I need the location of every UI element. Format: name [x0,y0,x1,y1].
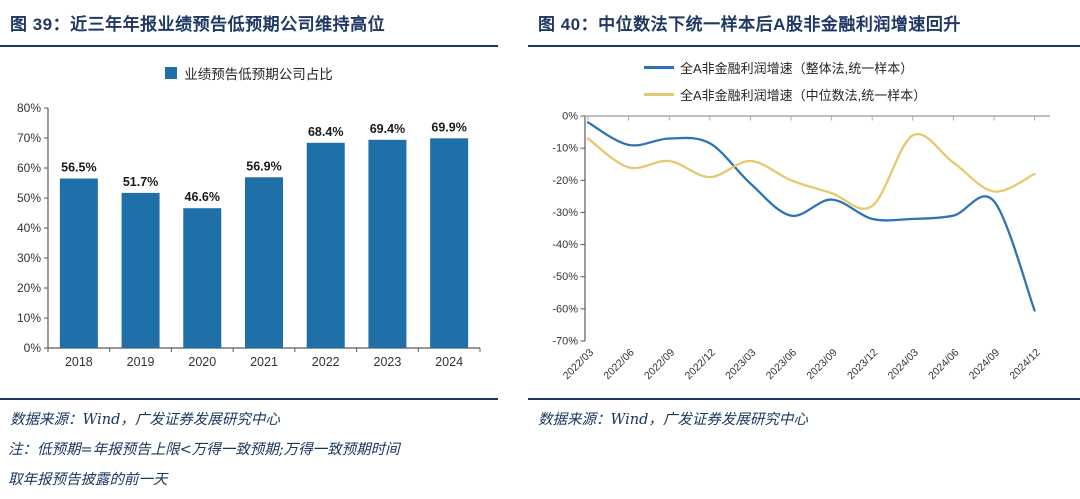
y-axis-tick-label: 50% [17,191,41,205]
x-axis-category-label: 2023/12 [845,347,880,382]
series-line-overall-method [586,121,1036,312]
x-axis-category-label: 2022/06 [601,347,636,382]
x-axis-category-label: 2021 [250,355,278,369]
y-axis-tick-label: -60% [552,303,578,315]
y-axis-tick-label: -50% [552,271,578,283]
x-axis-category-label: 2024/09 [967,347,1002,382]
bar-value-label: 56.5% [61,161,96,175]
figure-40: 图 40：中位数法下统一样本后A股非金融利润增速回升 全A非金融利润增速（整体法… [528,0,1080,499]
x-axis-category-label: 2018 [65,355,93,369]
y-axis-tick-label: -20% [552,175,578,187]
bar-value-label: 69.9% [431,120,466,134]
x-axis-category-label: 2022/09 [642,347,677,382]
y-axis-tick-label: 60% [17,161,41,175]
x-axis-category-label: 2022 [312,355,340,369]
bar-2022 [306,142,345,348]
x-axis-category-label: 2023/09 [804,347,839,382]
bar-2019 [121,192,160,348]
figure-40-source-divider [528,398,1080,400]
figure-39-legend: 业绩预告低预期公司占比 [0,63,498,83]
figure-40-legend: 全A非金融利润增速（整体法,统一样本） 全A非金融利润增速（中位数法,统一样本） [644,58,926,104]
bar-2020 [183,208,222,348]
y-axis-tick-label: -10% [552,143,578,155]
bar-value-label: 51.7% [123,175,158,189]
series-line-median-method [586,132,1036,210]
x-axis-category-label: 2024/03 [886,347,921,382]
yellow-line-legend-swatch [644,93,674,96]
x-axis-category-label: 2020 [188,355,216,369]
y-axis-tick-label: 10% [17,311,41,325]
figure-39-note-line-2: 取年报预告披露的前一天 [8,472,168,488]
bar-2024 [430,138,469,348]
blue-line-legend-swatch [644,66,674,69]
figure-40-title: 图 40：中位数法下统一样本后A股非金融利润增速回升 [528,8,1080,47]
figure-39-source-divider [0,398,498,400]
bar-2018 [59,178,98,348]
yellow-line-legend-label: 全A非金融利润增速（中位数法,统一样本） [680,88,927,103]
x-axis-category-label: 2023/06 [764,347,799,382]
y-axis-tick-label: 20% [17,281,41,295]
bar-value-label: 68.4% [308,125,343,139]
line-chart: 0%-10%-20%-30%-40%-50%-60%-70%2022/03 202… [552,111,1050,382]
bar-value-label: 56.9% [246,159,281,173]
x-axis-category-label: 2024 [435,355,463,369]
blue-line-legend-label: 全A非金融利润增速（整体法,统一样本） [680,61,914,76]
legend-row-median-method: 全A非金融利润增速（中位数法,统一样本） [644,85,926,104]
y-axis-tick-label: -30% [552,207,578,219]
legend-row-overall-method: 全A非金融利润增速（整体法,统一样本） [644,58,926,77]
figure-39-title: 图 39：近三年年报业绩预告低预期公司维持高位 [0,8,498,47]
y-axis-tick-label: -70% [552,336,578,348]
x-axis-category-label: 2022/12 [683,347,718,382]
y-axis-tick-label: 40% [17,221,41,235]
y-axis-tick-label: 70% [17,131,41,145]
y-axis-tick-label: 0% [24,341,42,355]
x-axis-category-label: 2023 [374,355,402,369]
bar-chart: 0% 10% 20% 30% 40% 50% 60% 70% 80% 56.5% 2018 51.7%… [17,101,481,369]
figure-39-note-line-1: 注：低预期=年报预告上限<万得一致预期;万得一致预期时间 [8,442,400,458]
bar-value-label: 46.6% [185,190,220,204]
x-axis-category-label: 2022/03 [561,347,596,382]
y-axis-tick-label: -40% [552,239,578,251]
bar-legend-swatch [165,67,178,79]
x-axis-category-label: 2019 [127,355,155,369]
x-axis-category-label: 2024/12 [1007,347,1042,382]
bar-legend-label: 业绩预告低预期公司占比 [184,67,333,82]
x-axis-category-label: 2024/06 [926,347,961,382]
y-axis-tick-label: 0% [562,111,578,123]
bar-2023 [368,139,407,348]
y-axis-tick-label: 30% [17,251,41,265]
x-axis-category-label: 2023/03 [723,347,758,382]
bar-value-label: 69.4% [370,122,405,136]
figure-40-source-text: 数据来源：Wind，广发证券发展研究中心 [538,412,808,428]
y-axis-tick-label: 80% [17,101,41,115]
figure-39-source-text: 数据来源：Wind，广发证券发展研究中心 [10,412,280,428]
bar-2021 [245,177,283,348]
figure-39: 图 39：近三年年报业绩预告低预期公司维持高位 业绩预告低预期公司占比 0% 10… [0,0,498,499]
